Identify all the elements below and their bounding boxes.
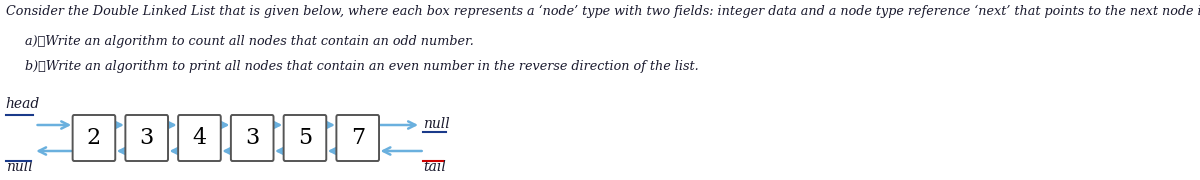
Text: b)	Write an algorithm to print all nodes that contain an even number in the reve: b) Write an algorithm to print all nodes…	[25, 60, 698, 73]
Text: null: null	[6, 160, 32, 174]
FancyBboxPatch shape	[230, 115, 274, 161]
Text: head: head	[6, 97, 40, 111]
Text: 4: 4	[192, 127, 206, 149]
FancyBboxPatch shape	[73, 115, 115, 161]
Text: tail: tail	[424, 160, 446, 174]
Text: Consider the Double Linked List that is given below, where each box represents a: Consider the Double Linked List that is …	[6, 5, 1200, 18]
Text: null: null	[424, 117, 450, 131]
Text: 3: 3	[139, 127, 154, 149]
Text: 2: 2	[86, 127, 101, 149]
Text: 5: 5	[298, 127, 312, 149]
Text: 3: 3	[245, 127, 259, 149]
Text: a)	Write an algorithm to count all nodes that contain an odd number.: a) Write an algorithm to count all nodes…	[25, 35, 474, 48]
FancyBboxPatch shape	[125, 115, 168, 161]
FancyBboxPatch shape	[283, 115, 326, 161]
FancyBboxPatch shape	[336, 115, 379, 161]
FancyBboxPatch shape	[178, 115, 221, 161]
Text: 7: 7	[350, 127, 365, 149]
